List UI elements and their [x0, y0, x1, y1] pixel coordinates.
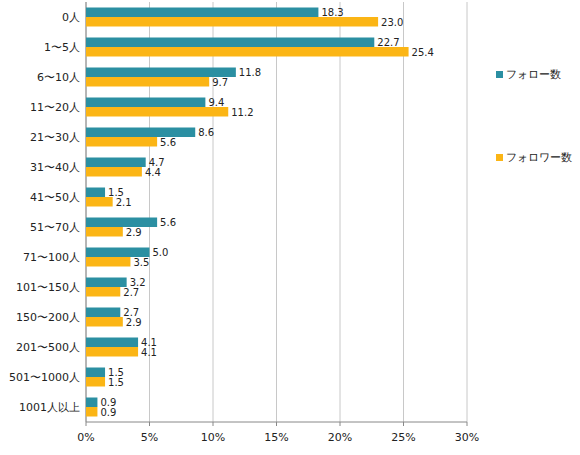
category-label: 101〜150人: [16, 281, 80, 294]
tick-mark: [213, 422, 214, 426]
grid-line: [149, 2, 150, 422]
tick-label: 25%: [391, 431, 415, 444]
legend-label: フォロー数: [506, 68, 561, 81]
bar: [86, 317, 123, 327]
data-label: 0.9: [100, 407, 116, 418]
bar: [86, 257, 130, 267]
data-label: 5.0: [153, 247, 169, 258]
data-label: 22.7: [377, 37, 399, 48]
bar: [86, 98, 205, 108]
data-label: 25.4: [412, 47, 434, 58]
category-label: 21〜30人: [30, 131, 80, 144]
data-label: 4.1: [141, 347, 157, 358]
bar: [86, 188, 105, 198]
bar: [86, 128, 195, 138]
bar: [86, 407, 97, 417]
chart: 0% 5% 10% 15% 20% 25% 30% 18.3 23.0 22.7 25.4 11.8 9…: [0, 0, 580, 455]
bar: [86, 368, 105, 378]
category-label: 6〜10人: [37, 71, 80, 84]
tick-mark: [403, 422, 404, 426]
y-axis: [86, 2, 87, 422]
tick-mark: [340, 422, 341, 426]
grid-line: [86, 2, 87, 422]
bar: [86, 77, 209, 87]
bar: [86, 197, 113, 207]
legend-swatch: [496, 154, 503, 161]
data-label: 2.9: [126, 227, 142, 238]
data-label: 4.4: [145, 167, 161, 178]
data-label: 5.6: [160, 217, 176, 228]
tick-mark: [467, 422, 468, 426]
legend-swatch: [496, 71, 503, 78]
legend: フォロー数フォロワー数: [496, 68, 572, 164]
bar: [86, 377, 105, 387]
data-label: 11.8: [239, 67, 261, 78]
tick-label: 20%: [328, 431, 352, 444]
grid-line: [213, 2, 214, 422]
grid-line: [276, 2, 277, 422]
bar: [86, 308, 120, 318]
data-label: 9.7: [212, 77, 228, 88]
data-labels: 18.323.022.725.411.89.79.411.28.65.64.74…: [100, 7, 433, 418]
bar: [86, 158, 146, 168]
category-label: 201〜500人: [16, 341, 80, 354]
bar: [86, 218, 157, 228]
bar: [86, 347, 138, 357]
category-label: 150〜200人: [16, 311, 80, 324]
bar: [86, 278, 127, 288]
category-label: 71〜100人: [23, 251, 80, 264]
grid-line: [403, 2, 404, 422]
bar: [86, 8, 318, 18]
data-label: 3.5: [133, 257, 149, 268]
data-label: 1.5: [108, 377, 124, 388]
category-label: 1〜5人: [44, 41, 80, 54]
tick-mark: [276, 422, 277, 426]
data-label: 8.6: [198, 127, 214, 138]
data-label: 5.6: [160, 137, 176, 148]
category-label: 501〜1000人: [9, 371, 80, 384]
data-label: 18.3: [321, 7, 343, 18]
bar: [86, 17, 378, 27]
category-label: 31〜40人: [30, 161, 80, 174]
category-label: 41〜50人: [30, 191, 80, 204]
tick-label: 5%: [141, 431, 158, 444]
bar: [86, 137, 157, 147]
data-label: 11.2: [231, 107, 253, 118]
tick-label: 0%: [77, 431, 94, 444]
legend-label: フォロワー数: [506, 151, 572, 164]
bar: [86, 47, 409, 57]
tick-mark: [86, 422, 87, 426]
category-label: 51〜70人: [30, 221, 80, 234]
grid-line: [467, 2, 468, 422]
bar: [86, 107, 228, 117]
grid-line: [340, 2, 341, 422]
data-label: 2.7: [123, 287, 139, 298]
data-label: 2.9: [126, 317, 142, 328]
bar: [86, 398, 97, 408]
bar: [86, 227, 123, 237]
bar: [86, 38, 374, 48]
category-label: 11〜20人: [30, 101, 80, 114]
category-label: 1001人以上: [19, 401, 80, 414]
bars: [86, 8, 409, 417]
category-label: 0人: [62, 11, 80, 24]
data-label: 2.1: [116, 197, 132, 208]
data-label: 9.4: [208, 97, 224, 108]
tick-mark: [149, 422, 150, 426]
x-axis: [86, 422, 467, 423]
bar: [86, 338, 138, 348]
tick-label: 15%: [264, 431, 288, 444]
tick-label: 10%: [201, 431, 225, 444]
bar: [86, 287, 120, 297]
tick-label: 30%: [455, 431, 479, 444]
data-label: 23.0: [381, 17, 403, 28]
bar: [86, 167, 142, 177]
